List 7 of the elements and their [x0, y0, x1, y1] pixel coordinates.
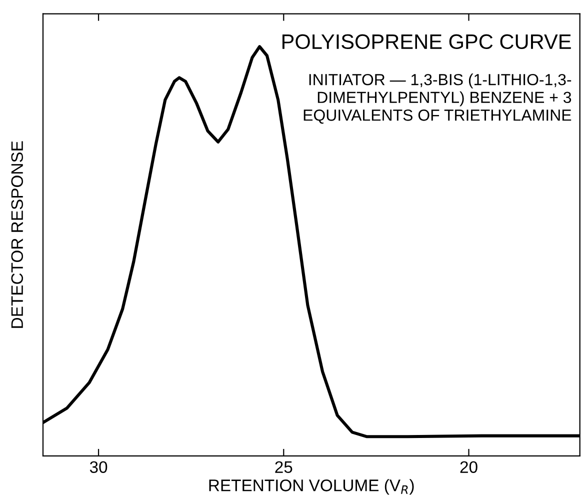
annotation: INITIATOR — 1,3-BIS (1-LITHIO-1,3- DIMETHYLPENTYL) BENZENE + 3 EQUIVALENTS OF TRIETHYLAMINE: [304, 74, 572, 124]
x-tick-label: 20: [460, 461, 478, 473]
y-axis-title: DETECTOR RESPONSE: [11, 141, 24, 328]
x-axis-title: RETENTION VOLUME (V$_{R}$): [209, 479, 414, 495]
chart-title: POLYISOPRENE GPC CURVE: [282, 34, 571, 50]
x-tick-label: 30: [90, 461, 108, 473]
x-tick-label: 25: [275, 461, 292, 473]
